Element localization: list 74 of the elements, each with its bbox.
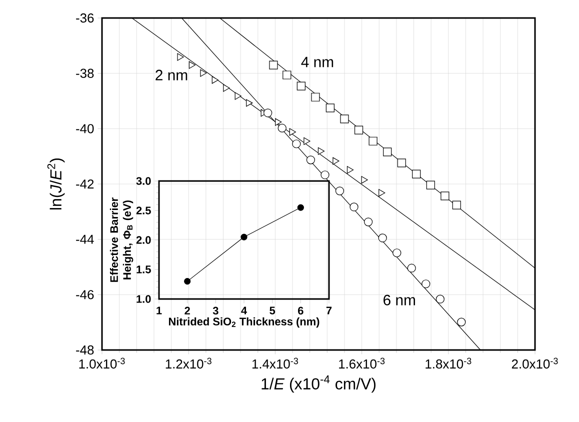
point — [240, 234, 248, 240]
point — [289, 128, 296, 136]
x-tick-label: 3 — [212, 306, 218, 315]
x-tick-label: 2.0x10$^{-3}$ — [512, 358, 558, 369]
point — [212, 76, 218, 84]
point — [332, 157, 340, 165]
point — [275, 118, 282, 126]
y-tick-label: 1.5 — [136, 266, 151, 274]
y-tick-label: -42 — [76, 179, 94, 189]
point — [177, 53, 184, 61]
point — [335, 186, 344, 196]
point — [264, 108, 272, 118]
point — [361, 176, 368, 184]
point — [311, 92, 320, 102]
y-tick-label: 2.5 — [136, 206, 151, 214]
point — [246, 99, 253, 107]
point — [346, 166, 354, 174]
point — [397, 158, 406, 168]
x-axis-title: 1/E (x10$^{-4}$ cm/V) — [262, 375, 376, 393]
point — [278, 124, 286, 132]
point — [304, 137, 310, 145]
series-label: 6 nm — [384, 294, 415, 306]
point — [350, 202, 358, 212]
point — [378, 234, 387, 242]
y-tick-label: -48 — [76, 345, 94, 355]
point — [269, 60, 278, 70]
point — [292, 140, 301, 148]
point — [378, 189, 386, 197]
point — [440, 192, 450, 200]
y-tick-label: -44 — [76, 234, 94, 244]
y-axis-title: ln(J/E$^{2}$) — [47, 158, 65, 210]
x-tick-label: 1 — [156, 306, 162, 314]
x-tick-label: 1.4x10$^{-3}$ — [252, 358, 298, 369]
point — [383, 148, 392, 156]
point — [368, 136, 378, 146]
point — [426, 180, 435, 190]
x-axis-title: Nitrided SiO$_{2}$ Thickness (nm) — [168, 317, 320, 328]
y-tick-label: -46 — [76, 290, 94, 300]
point — [296, 82, 306, 90]
x-tick-label: 5 — [270, 306, 276, 314]
point — [354, 126, 364, 134]
point — [318, 147, 325, 155]
point — [326, 104, 334, 112]
point — [364, 218, 373, 226]
y-tick-label: 2.0 — [136, 236, 151, 244]
point — [200, 69, 207, 77]
point — [320, 170, 330, 180]
point — [282, 70, 292, 80]
y-tick-label: -40 — [76, 124, 94, 134]
x-tick-label: 1.2x10$^{-3}$ — [166, 358, 212, 369]
point — [184, 278, 191, 285]
x-tick-label: 1.8x10$^{-3}$ — [426, 358, 472, 369]
x-tick-label: 4 — [241, 306, 247, 314]
y-tick-label: 3.0 — [136, 177, 151, 185]
point — [452, 200, 461, 210]
x-tick-label: 2 — [184, 306, 190, 314]
point — [297, 204, 304, 211]
point — [407, 264, 416, 272]
series-label: 4 nm — [301, 56, 334, 68]
point — [340, 114, 349, 124]
series-label: 2 nm — [156, 70, 188, 80]
y-tick-label: -36 — [76, 13, 94, 23]
point — [412, 170, 421, 178]
point — [392, 248, 402, 258]
point — [188, 61, 196, 69]
point — [223, 84, 230, 92]
point — [306, 156, 316, 164]
y-tick-label: -38 — [76, 68, 94, 78]
x-tick-label: 6 — [298, 306, 304, 315]
point — [234, 92, 242, 100]
x-tick-label: 1.0x10$^{-3}$ — [79, 358, 125, 369]
x-tick-label: 1.6x10$^{-3}$ — [339, 358, 385, 369]
x-tick-label: 7 — [326, 306, 332, 314]
y-tick-label: 1.0 — [136, 295, 151, 303]
